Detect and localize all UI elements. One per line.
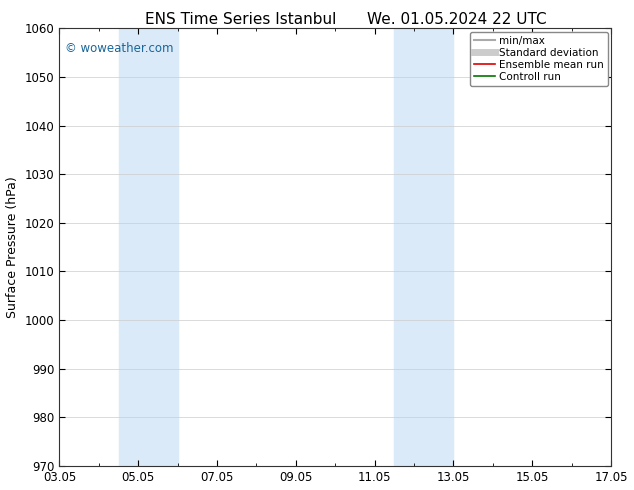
Bar xyxy=(394,28,453,466)
Text: © woweather.com: © woweather.com xyxy=(65,42,174,54)
Bar xyxy=(119,28,178,466)
Text: We. 01.05.2024 22 UTC: We. 01.05.2024 22 UTC xyxy=(366,12,547,27)
Text: ENS Time Series Istanbul: ENS Time Series Istanbul xyxy=(145,12,337,27)
Legend: min/max, Standard deviation, Ensemble mean run, Controll run: min/max, Standard deviation, Ensemble me… xyxy=(470,31,608,86)
Y-axis label: Surface Pressure (hPa): Surface Pressure (hPa) xyxy=(6,176,19,318)
